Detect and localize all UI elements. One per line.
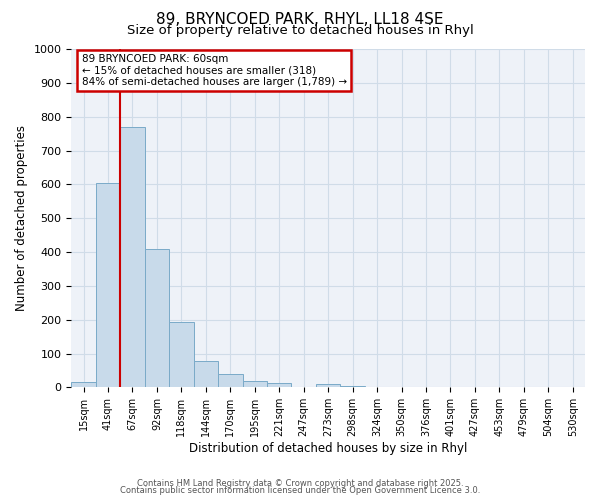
Text: 89 BRYNCOED PARK: 60sqm
← 15% of detached houses are smaller (318)
84% of semi-d: 89 BRYNCOED PARK: 60sqm ← 15% of detache… bbox=[82, 54, 347, 88]
Bar bbox=[340, 386, 365, 388]
Bar bbox=[218, 374, 242, 388]
Text: 89, BRYNCOED PARK, RHYL, LL18 4SE: 89, BRYNCOED PARK, RHYL, LL18 4SE bbox=[156, 12, 444, 28]
Bar bbox=[120, 127, 145, 388]
Bar bbox=[71, 382, 96, 388]
Bar bbox=[316, 384, 340, 388]
Text: Size of property relative to detached houses in Rhyl: Size of property relative to detached ho… bbox=[127, 24, 473, 37]
Bar bbox=[267, 383, 292, 388]
Y-axis label: Number of detached properties: Number of detached properties bbox=[15, 125, 28, 311]
Bar bbox=[169, 322, 194, 388]
Text: Contains public sector information licensed under the Open Government Licence 3.: Contains public sector information licen… bbox=[120, 486, 480, 495]
X-axis label: Distribution of detached houses by size in Rhyl: Distribution of detached houses by size … bbox=[189, 442, 467, 455]
Text: Contains HM Land Registry data © Crown copyright and database right 2025.: Contains HM Land Registry data © Crown c… bbox=[137, 478, 463, 488]
Bar bbox=[242, 382, 267, 388]
Bar bbox=[96, 182, 120, 388]
Bar bbox=[145, 248, 169, 388]
Bar bbox=[194, 361, 218, 388]
